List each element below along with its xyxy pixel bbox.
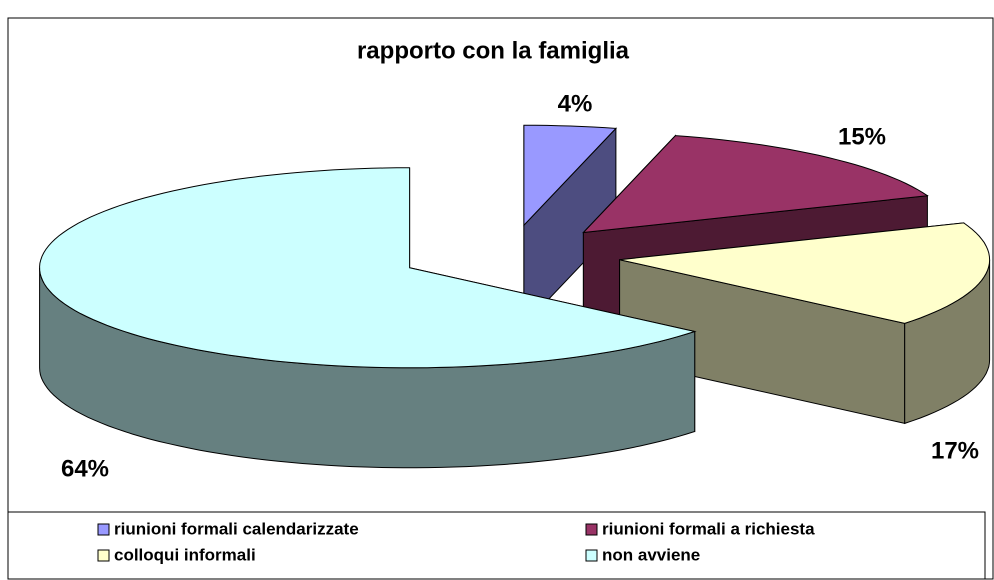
legend-label: riunioni formali calendarizzate <box>114 519 359 538</box>
legend-swatch <box>97 549 110 562</box>
legend-box <box>7 511 986 580</box>
legend-label: riunioni formali a richiesta <box>602 519 815 538</box>
legend-swatch <box>97 523 110 536</box>
data-label: 17% <box>931 437 979 464</box>
slice <box>39 167 697 369</box>
legend-label: non avviene <box>602 545 700 564</box>
slice <box>582 135 929 234</box>
chart-title: rapporto con la famiglia <box>357 37 630 64</box>
data-label: 64% <box>61 455 109 482</box>
slice <box>523 124 617 227</box>
data-label: 15% <box>838 123 886 150</box>
legend-label: colloqui informali <box>114 545 256 564</box>
legend-swatch <box>585 523 598 536</box>
legend-swatch <box>585 549 598 562</box>
slice <box>619 222 991 324</box>
data-label: 4% <box>558 90 593 117</box>
